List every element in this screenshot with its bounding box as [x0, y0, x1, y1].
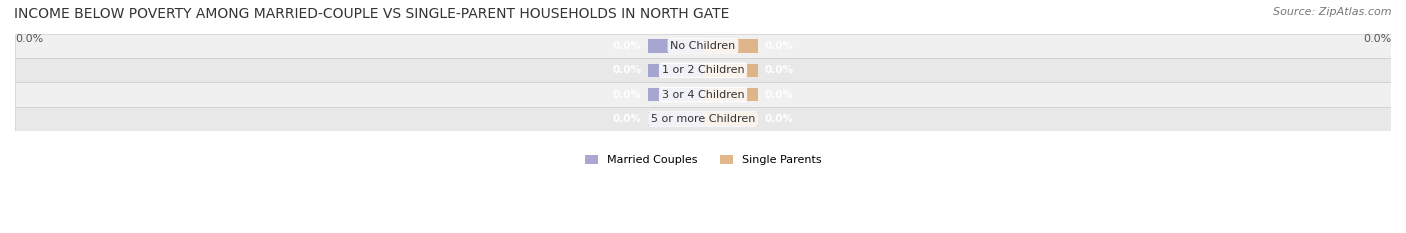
Bar [648, 112, 703, 126]
Bar [703, 39, 758, 52]
Bar [648, 88, 703, 101]
Text: 5 or more Children: 5 or more Children [651, 114, 755, 124]
Text: 0.0%: 0.0% [1362, 34, 1391, 44]
Text: 0.0%: 0.0% [765, 41, 794, 51]
Bar [703, 64, 758, 77]
Bar [703, 88, 758, 101]
Bar [15, 107, 1391, 131]
Bar [15, 82, 1391, 107]
Text: 1 or 2 Children: 1 or 2 Children [662, 65, 744, 75]
Text: 0.0%: 0.0% [612, 41, 641, 51]
Text: 0.0%: 0.0% [612, 90, 641, 99]
Bar [648, 39, 703, 52]
Text: 0.0%: 0.0% [612, 114, 641, 124]
Text: 3 or 4 Children: 3 or 4 Children [662, 90, 744, 99]
Bar [703, 112, 758, 126]
Text: 0.0%: 0.0% [15, 34, 44, 44]
Bar [15, 34, 1391, 58]
Text: 0.0%: 0.0% [765, 90, 794, 99]
Bar [15, 58, 1391, 82]
Legend: Married Couples, Single Parents: Married Couples, Single Parents [581, 150, 825, 169]
Text: 0.0%: 0.0% [765, 114, 794, 124]
Text: INCOME BELOW POVERTY AMONG MARRIED-COUPLE VS SINGLE-PARENT HOUSEHOLDS IN NORTH G: INCOME BELOW POVERTY AMONG MARRIED-COUPL… [14, 7, 730, 21]
Text: Source: ZipAtlas.com: Source: ZipAtlas.com [1274, 7, 1392, 17]
Text: 0.0%: 0.0% [765, 65, 794, 75]
Text: 0.0%: 0.0% [612, 65, 641, 75]
Bar [648, 64, 703, 77]
Text: No Children: No Children [671, 41, 735, 51]
